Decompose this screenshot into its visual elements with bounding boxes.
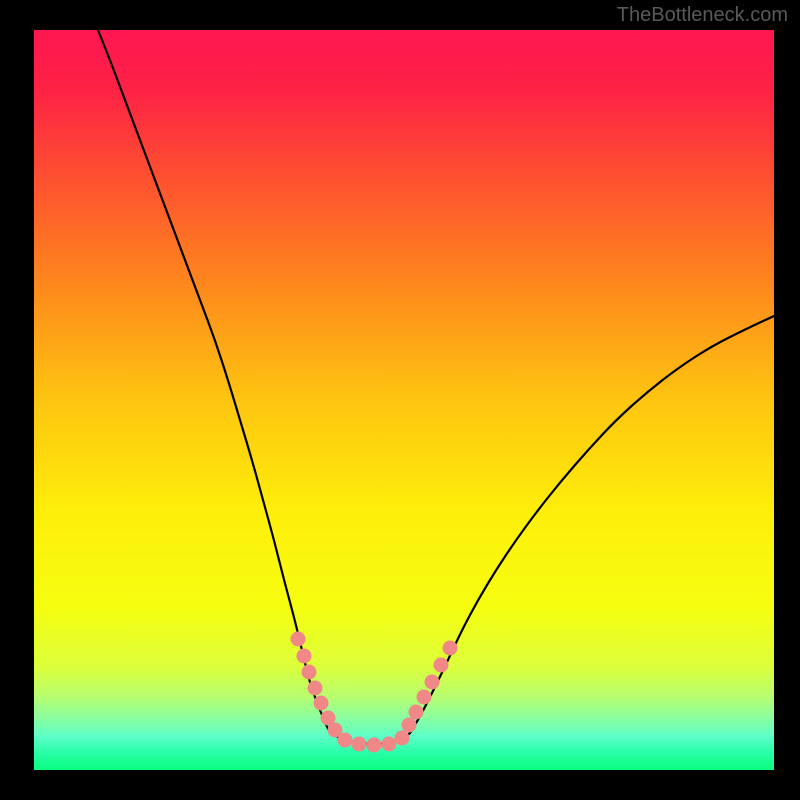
watermark-text: TheBottleneck.com — [617, 4, 788, 27]
gradient-background — [34, 30, 774, 770]
bottleneck-chart — [34, 30, 774, 770]
marker-bottom — [367, 738, 382, 753]
marker-right — [409, 705, 424, 720]
marker-right — [425, 675, 440, 690]
marker-right — [434, 658, 449, 673]
marker-left — [291, 632, 306, 647]
marker-left — [297, 649, 312, 664]
marker-left — [308, 681, 323, 696]
marker-bottom — [352, 737, 367, 752]
marker-left — [314, 696, 329, 711]
marker-right — [417, 690, 432, 705]
marker-right — [402, 718, 417, 733]
marker-bottom — [338, 733, 353, 748]
marker-right — [443, 641, 458, 656]
marker-bottom — [382, 737, 397, 752]
marker-right — [395, 731, 410, 746]
marker-left — [302, 665, 317, 680]
